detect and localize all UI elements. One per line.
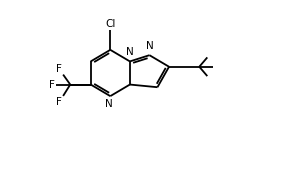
Text: F: F — [56, 64, 62, 74]
Text: N: N — [126, 48, 134, 57]
Text: N: N — [146, 41, 153, 51]
Text: N: N — [105, 99, 113, 109]
Text: Cl: Cl — [105, 19, 115, 29]
Text: F: F — [56, 97, 62, 107]
Text: F: F — [49, 80, 55, 90]
